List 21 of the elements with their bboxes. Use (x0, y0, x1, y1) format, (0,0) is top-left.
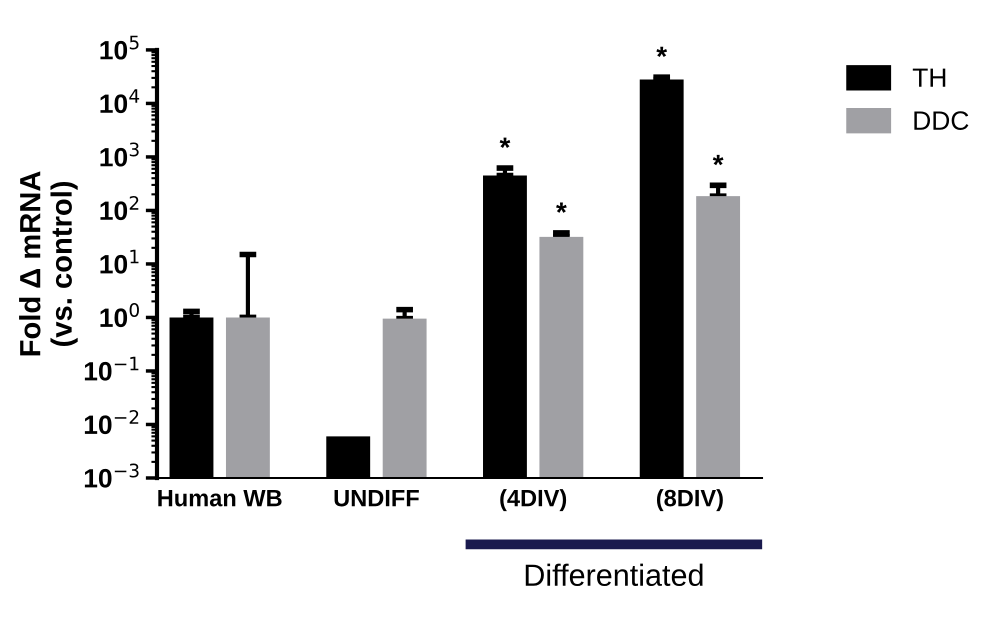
y-tick-label: 10$^{−1}$ (84, 356, 138, 381)
data-label: * (500, 138, 510, 148)
legend-label: DDC (914, 111, 968, 130)
text: Differentiated (526, 564, 703, 586)
y-tick-label: 10$^{−3}$ (84, 464, 139, 488)
y-tick-label: 10$^{5}$ (100, 36, 139, 60)
y-tick-label: 10$^{0}$ (100, 303, 139, 328)
x-tick-label: (8DIV) (656, 489, 723, 512)
y-tick-label: 10$^{4}$ (100, 89, 140, 114)
x-tick-label: UNDIFF (334, 490, 419, 506)
y-tick-label: 10$^{2}$ (100, 196, 138, 220)
data-label: * (712, 154, 724, 166)
legend-label: TH (912, 68, 946, 87)
x-tick-label: Human WB (158, 490, 282, 506)
y-tick-label: 10$^{3}$ (100, 142, 139, 167)
y-axis-title: Fold Δ mRNA (vs. control) (19, 171, 78, 356)
x-tick-label: (4DIV) (500, 489, 566, 512)
y-tick-label: 10$^{1}$ (100, 250, 138, 274)
data-label: * (656, 46, 668, 58)
y-tick-label: 10$^{−2}$ (84, 410, 138, 434)
data-label: * (556, 202, 567, 213)
